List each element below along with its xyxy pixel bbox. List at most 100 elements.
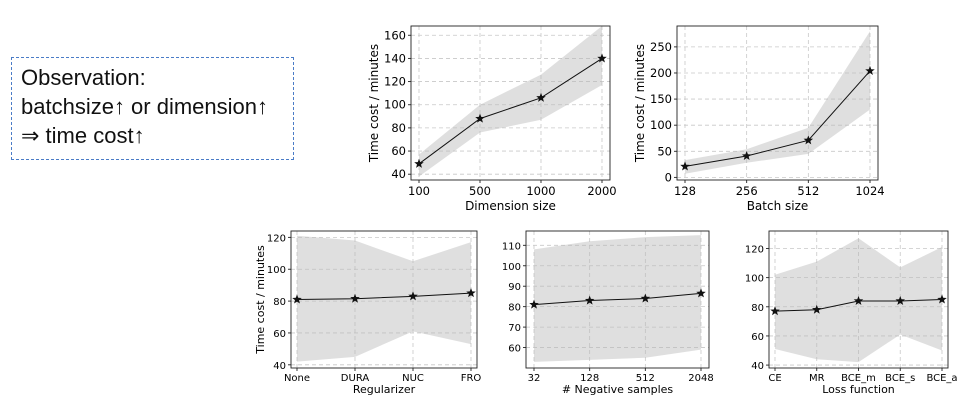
- data-point-star: [803, 135, 814, 145]
- plot-frame: [410, 25, 611, 181]
- y-tick-label: 90: [508, 282, 521, 293]
- y-tick-label: 40: [273, 361, 286, 372]
- y-axis-label: Time cost / minutes: [367, 44, 381, 163]
- y-tick-label: 60: [751, 332, 764, 343]
- y-tick-label: 80: [508, 303, 521, 314]
- chart-dimension: 40 60 80 100 120 140 160 100 500 1000 2000 Dimensio…: [367, 25, 617, 213]
- y-tick-label: 100: [745, 274, 764, 285]
- x-tick-label: 500: [469, 184, 491, 198]
- y-tick-label: 200: [650, 66, 672, 80]
- y-tick-label: 100: [502, 262, 521, 273]
- x-tick-label: 128: [674, 184, 696, 198]
- y-tick-label: 120: [745, 244, 764, 255]
- x-tick-label: BCE_s: [885, 373, 915, 384]
- x-tick-label: 512: [797, 184, 819, 198]
- x-tick-label: 1000: [526, 184, 555, 198]
- chart-loss: 40 60 80 100 120 CE MR BCE_m BCE_s BCE_a Loss func…: [745, 230, 958, 396]
- chart-batch: 0 50 100 150 200 250 128 256 512 1024 Batch size Ti…: [633, 25, 885, 213]
- y-tick-label: 60: [391, 144, 406, 158]
- x-tick-label: None: [284, 373, 310, 384]
- data-point-star: [408, 291, 418, 301]
- x-axis-label: Batch size: [747, 199, 809, 213]
- data-point-star: [640, 293, 651, 303]
- x-axis-label: Loss function: [822, 383, 895, 396]
- data-point-star: [865, 65, 875, 75]
- data-point-star: [414, 158, 424, 168]
- x-tick-label: FRO: [461, 373, 482, 384]
- x-tick-label: 32: [528, 373, 541, 384]
- series-line: [533, 292, 702, 306]
- observation-line-2: ⇒ time cost↑: [21, 123, 145, 148]
- data-point-star: [529, 299, 539, 309]
- chart-regularizer: 40 60 80 100 120 None DURA NUC FRO Regularizer Tim…: [254, 230, 482, 396]
- data-point-star: [536, 92, 546, 102]
- x-tick-label: DURA: [341, 373, 370, 384]
- y-tick-label: 150: [650, 92, 672, 106]
- y-tick-label: 100: [267, 265, 286, 276]
- y-tick-label: 100: [650, 118, 672, 132]
- y-tick-label: 50: [657, 144, 672, 158]
- x-tick-label: 256: [736, 184, 758, 198]
- y-axis-label: Time cost / minutes: [254, 245, 267, 355]
- data-point-star: [696, 288, 706, 298]
- y-tick-label: 110: [502, 241, 521, 252]
- x-tick-label: 2048: [688, 373, 713, 384]
- y-tick-label: 140: [384, 51, 406, 65]
- y-tick-label: 120: [267, 233, 286, 244]
- y-tick-label: 160: [384, 28, 406, 42]
- y-tick-label: 60: [273, 329, 286, 340]
- y-tick-label: 80: [391, 121, 406, 135]
- y-tick-label: 60: [508, 344, 521, 355]
- y-axis-label: Time cost / minutes: [633, 44, 647, 163]
- x-tick-label: 1024: [855, 184, 884, 198]
- data-point-star: [853, 295, 864, 305]
- y-tick-label: 250: [650, 40, 672, 54]
- series-line: [684, 70, 871, 167]
- data-point-star: [680, 161, 690, 171]
- x-tick-label: 100: [408, 184, 430, 198]
- x-axis-label: Regularizer: [353, 383, 416, 396]
- chart-negative: 60 70 80 90 100 110 32 128 512 2048 # Negative sam…: [502, 230, 714, 396]
- y-tick-label: 40: [391, 167, 406, 181]
- y-tick-label: 80: [751, 303, 764, 314]
- series-line: [418, 58, 603, 165]
- data-point-star: [741, 150, 752, 161]
- data-point-star: [584, 295, 595, 305]
- confidence-band: [297, 235, 471, 362]
- x-tick-label: BCE_a: [926, 373, 957, 384]
- data-point-star: [811, 304, 822, 314]
- x-tick-label: NUC: [402, 373, 424, 384]
- y-tick-label: 100: [384, 98, 406, 112]
- y-tick-label: 70: [508, 323, 521, 334]
- x-tick-label: 128: [580, 373, 599, 384]
- y-tick-label: 120: [384, 75, 406, 89]
- data-point-star: [466, 288, 476, 298]
- data-point-star: [350, 293, 360, 303]
- data-point-star: [597, 53, 607, 63]
- confidence-band: [534, 235, 701, 362]
- y-tick-label: 40: [751, 361, 764, 372]
- x-tick-label: 512: [636, 373, 655, 384]
- x-axis-label: Dimension size: [465, 199, 556, 213]
- x-tick-label: 2000: [587, 184, 616, 198]
- y-tick-label: 80: [273, 297, 286, 308]
- confidence-band: [685, 31, 870, 174]
- y-tick-label: 0: [665, 170, 672, 184]
- data-point-star: [895, 295, 906, 305]
- x-tick-label: MR: [809, 373, 825, 384]
- plot-frame: [525, 230, 710, 369]
- x-tick-label: BCE_m: [841, 373, 876, 384]
- series-line: [296, 292, 472, 300]
- plot-frame: [676, 25, 879, 181]
- x-tick-label: CE: [768, 373, 781, 384]
- data-point-star: [475, 113, 485, 123]
- observation-title: Observation:: [21, 65, 146, 90]
- x-axis-label: # Negative samples: [562, 383, 674, 396]
- plot-frame: [290, 230, 478, 369]
- observation-box: Observation: batchsize↑ or dimension↑ ⇒ …: [11, 57, 294, 160]
- observation-line-1: batchsize↑ or dimension↑: [21, 94, 269, 119]
- data-point-star: [937, 294, 947, 304]
- data-point-star: [770, 306, 780, 316]
- data-point-star: [292, 294, 302, 304]
